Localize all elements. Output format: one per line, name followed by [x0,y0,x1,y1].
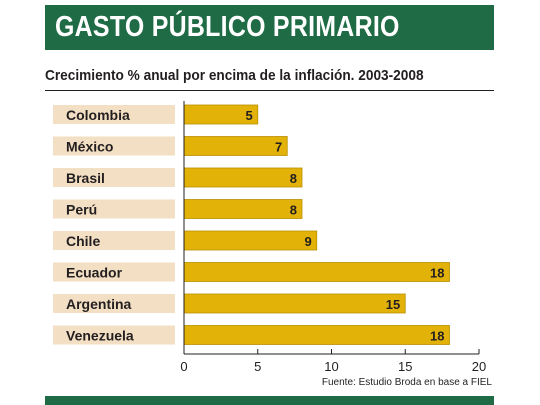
data-label: 9 [305,234,312,249]
category-label: Colombia [66,107,130,123]
category-label: Chile [66,233,100,249]
category-label-boxes: Colombia México Brasil Perú Chile Ecuador Arge… [53,105,175,345]
chart-subtitle: Crecimiento % anual por encima de la inf… [45,67,424,84]
x-tick-label: 5 [254,359,261,374]
category-label: Venezuela [66,328,134,344]
chart-title: GASTO PÚBLICO PRIMARIO [55,11,400,43]
category-label-box [53,294,175,313]
data-label: 15 [386,297,400,312]
data-label: 7 [275,140,282,155]
subtitle-divider [45,90,494,91]
bar [183,199,303,219]
category-label-box [53,231,175,250]
category-label: Argentina [66,296,132,312]
data-label: 8 [290,171,297,186]
category-label: Brasil [66,170,105,186]
bottom-bar [45,396,494,405]
title-bar: GASTO PÚBLICO PRIMARIO [45,5,494,50]
x-tick-label: 0 [180,359,187,374]
data-label: 8 [290,203,297,218]
x-tick-label: 10 [324,359,338,374]
data-label: 18 [430,266,444,281]
bar [183,262,450,282]
bar [183,167,303,188]
source-note: Fuente: Estudio Broda en base a FIEL [322,377,493,388]
bar [183,293,406,314]
x-tick-label: 15 [398,359,412,374]
bars: 5 7 8 8 9 18 15 18 [183,104,450,345]
category-label-box [53,168,175,187]
category-label-box [53,262,175,282]
x-tick-label: 20 [472,359,486,374]
category-label: México [66,139,113,155]
bar [183,230,318,251]
bar [183,136,288,156]
category-label-box [53,105,175,124]
x-axis: 0 5 10 15 20 [180,101,486,374]
category-label: Perú [66,202,97,218]
category-label-box [53,325,175,345]
data-label: 18 [430,329,444,344]
data-label: 5 [246,108,253,123]
category-label: Ecuador [66,265,123,281]
category-label-box [53,136,175,156]
bar [183,325,450,345]
category-label-box [53,199,175,219]
